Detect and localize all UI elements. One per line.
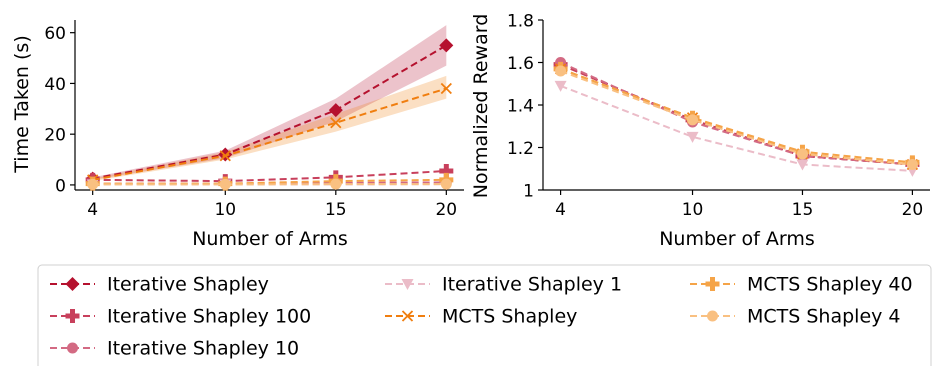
legend-marker-mcts-shapley xyxy=(401,310,414,322)
reward-line-iterative-shapley-100 xyxy=(560,63,913,166)
normalized-reward-chart: Normalized Reward Number of Arms 1 1.2 1.4… xyxy=(470,12,930,250)
left-x-axis-label: Number of Arms xyxy=(192,228,348,250)
reward-point-mcts-shapley-4 xyxy=(796,148,808,160)
time-y-tick-label: 40 xyxy=(44,75,66,95)
time-point-mcts-shapley-4 xyxy=(87,178,99,190)
left-y-axis-label: Time Taken (s) xyxy=(11,35,33,173)
time-x-tick-label: 10 xyxy=(214,200,236,220)
time-x-tick-label: 20 xyxy=(435,200,457,220)
reward-point-mcts-shapley-4 xyxy=(906,159,918,170)
time-y-tick-label: 20 xyxy=(44,126,66,146)
reward-y-tick-label: 1.2 xyxy=(507,139,534,159)
time-point-mcts-shapley-4 xyxy=(440,178,452,190)
reward-line-mcts-shapley-40 xyxy=(560,67,913,164)
legend-marker-iterative-shapley-10 xyxy=(67,342,78,354)
reward-y-tick-label: 1 xyxy=(523,182,534,202)
reward-y-tick-label: 1.8 xyxy=(507,12,534,32)
reward-y-tick-label: 1.4 xyxy=(507,97,534,117)
reward-y-tick-label: 1.6 xyxy=(507,54,534,74)
legend: Iterative Shapley Iterative Shapley 100 It… xyxy=(37,264,932,366)
time-line-mcts-shapley xyxy=(92,87,447,181)
legend-label-mcts-shapley-40: MCTS Shapley 40 xyxy=(747,274,913,296)
reward-line-iterative-shapley-1 xyxy=(560,84,913,172)
time-x-tick-label: 15 xyxy=(325,200,347,220)
reward-point-iterative-shapley-1 xyxy=(554,80,567,92)
time-point-mcts-shapley-4 xyxy=(219,178,231,190)
time-y-tick-label: 60 xyxy=(44,24,66,44)
time-point-iterative-shapley xyxy=(328,103,343,118)
legend-marker-iterative-shapley-100 xyxy=(65,309,80,323)
legend-marker-mcts-shapley-4 xyxy=(707,310,718,322)
time-taken-chart: Time Taken (s) Number of Arms 0 20 40 60 4 10… xyxy=(11,20,464,250)
legend-marker-iterative-shapley xyxy=(65,277,80,291)
time-line-iterative-shapley-100 xyxy=(92,169,447,183)
right-x-axis-label: Number of Arms xyxy=(659,228,815,250)
legend-label-mcts-shapley: MCTS Shapley xyxy=(442,306,577,328)
reward-line-iterative-shapley-10 xyxy=(560,61,913,166)
legend-label-iterative-shapley-100: Iterative Shapley 100 xyxy=(107,306,311,328)
right-y-axis-label: Normalized Reward xyxy=(470,14,492,199)
time-point-iterative-shapley-100 xyxy=(439,163,454,178)
reward-point-mcts-shapley-4 xyxy=(555,65,567,77)
reward-x-tick-label: 20 xyxy=(902,200,924,220)
reward-x-tick-label: 15 xyxy=(792,200,814,220)
time-point-mcts-shapley xyxy=(440,82,452,95)
reward-line-mcts-shapley xyxy=(560,67,913,166)
legend-label-mcts-shapley-4: MCTS Shapley 4 xyxy=(747,306,901,328)
reward-point-iterative-shapley-1 xyxy=(796,159,809,171)
time-line-iterative-shapley xyxy=(92,44,447,180)
time-x-tick-label: 4 xyxy=(87,200,98,220)
time-point-mcts-shapley xyxy=(330,117,342,129)
reward-point-iterative-shapley-1 xyxy=(686,131,699,143)
legend-marker-mcts-shapley-40 xyxy=(705,277,720,291)
legend-frame xyxy=(37,264,932,366)
reward-line-iterative-shapley xyxy=(560,63,913,166)
time-point-mcts-shapley xyxy=(219,150,231,162)
reward-line-mcts-shapley-4 xyxy=(560,70,913,166)
reward-x-tick-label: 10 xyxy=(682,200,704,220)
legend-label-iterative-shapley-10: Iterative Shapley 10 xyxy=(107,338,299,360)
time-point-mcts-shapley-4 xyxy=(330,178,342,190)
reward-x-tick-label: 4 xyxy=(555,200,566,220)
time-point-iterative-shapley xyxy=(439,38,454,53)
reward-point-mcts-shapley-4 xyxy=(687,114,699,126)
legend-label-iterative-shapley-1: Iterative Shapley 1 xyxy=(442,274,622,296)
legend-label-iterative-shapley: Iterative Shapley xyxy=(107,274,269,296)
legend-marker-iterative-shapley-1 xyxy=(401,279,414,290)
time-y-tick-label: 0 xyxy=(55,176,66,196)
